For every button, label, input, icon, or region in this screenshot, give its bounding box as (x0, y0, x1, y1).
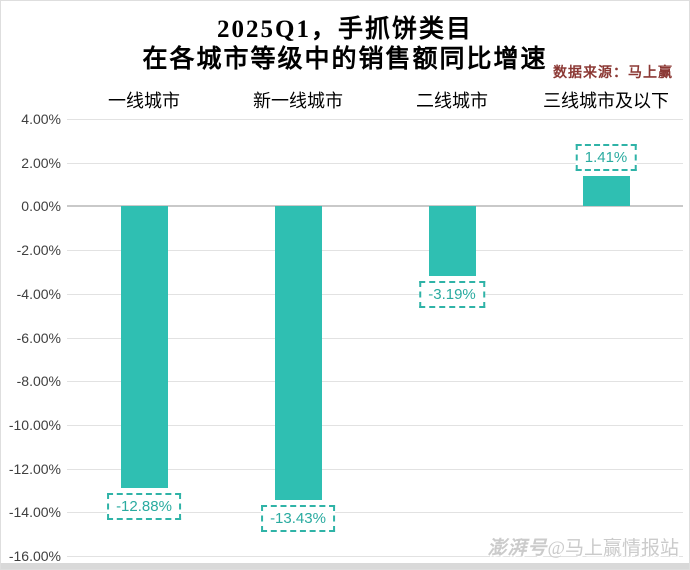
y-axis-tick-label: 4.00% (21, 111, 61, 127)
y-axis-tick-label: -16.00% (8, 548, 61, 564)
bar-三线城市及以下 (582, 175, 630, 207)
watermark: 澎湃号@马上赢情报站 (487, 533, 679, 560)
bar-新一线城市 (274, 206, 322, 500)
bar-一线城市 (120, 206, 168, 488)
gridline (67, 556, 683, 557)
gridline (67, 468, 683, 470)
category-axis: 一线城市 新一线城市 二线城市 三线城市及以下 (1, 87, 689, 111)
chart-title-line1: 2025Q1，手抓饼类目 (217, 16, 473, 43)
gridline (67, 293, 683, 295)
bar-二线城市 (428, 206, 476, 277)
category-label-二线城市: 二线城市 (416, 91, 488, 111)
watermark-platform-logo: 澎湃号 (487, 538, 548, 559)
value-label: -3.19% (419, 281, 485, 309)
gridline (67, 512, 683, 514)
y-axis-tick-label: -8.00% (16, 373, 61, 390)
gridline (67, 337, 683, 339)
gridline (67, 119, 683, 120)
value-label: -12.88% (107, 492, 181, 520)
gridline (67, 381, 683, 383)
category-label-一线城市: 一线城市 (108, 91, 180, 111)
y-axis-tick-label: -6.00% (16, 329, 61, 346)
value-label: -13.43% (261, 504, 335, 532)
chart-title-line2: 在各城市等级中的销售额同比增速 (142, 46, 548, 73)
gridline (67, 424, 683, 426)
watermark-account-handle: @马上赢情报站 (547, 538, 680, 559)
y-axis-tick-label: 0.00% (21, 198, 61, 215)
gridline (67, 250, 683, 252)
gridline (67, 162, 683, 164)
y-axis-tick-label: 2.00% (21, 154, 61, 171)
value-label: 1.41% (575, 143, 637, 171)
y-axis-tick-label: -4.00% (16, 285, 61, 302)
plot-area: 4.00% 2.00% 0.00% -2.00% -4.00% -6.00% -8.00% -… (9, 111, 683, 564)
y-axis-tick-label: -2.00% (16, 242, 61, 259)
y-axis-tick-label: -12.00% (8, 460, 61, 477)
category-label-新一线城市: 新一线城市 (253, 91, 343, 111)
data-source-note: 数据来源：马上赢 (553, 66, 673, 81)
y-axis-tick-label: -10.00% (8, 416, 61, 433)
zero-gridline (67, 205, 683, 208)
category-label-三线城市及以下: 三线城市及以下 (543, 91, 669, 111)
y-axis-tick-label: -14.00% (8, 504, 61, 521)
bottom-edge-strip (1, 563, 689, 569)
